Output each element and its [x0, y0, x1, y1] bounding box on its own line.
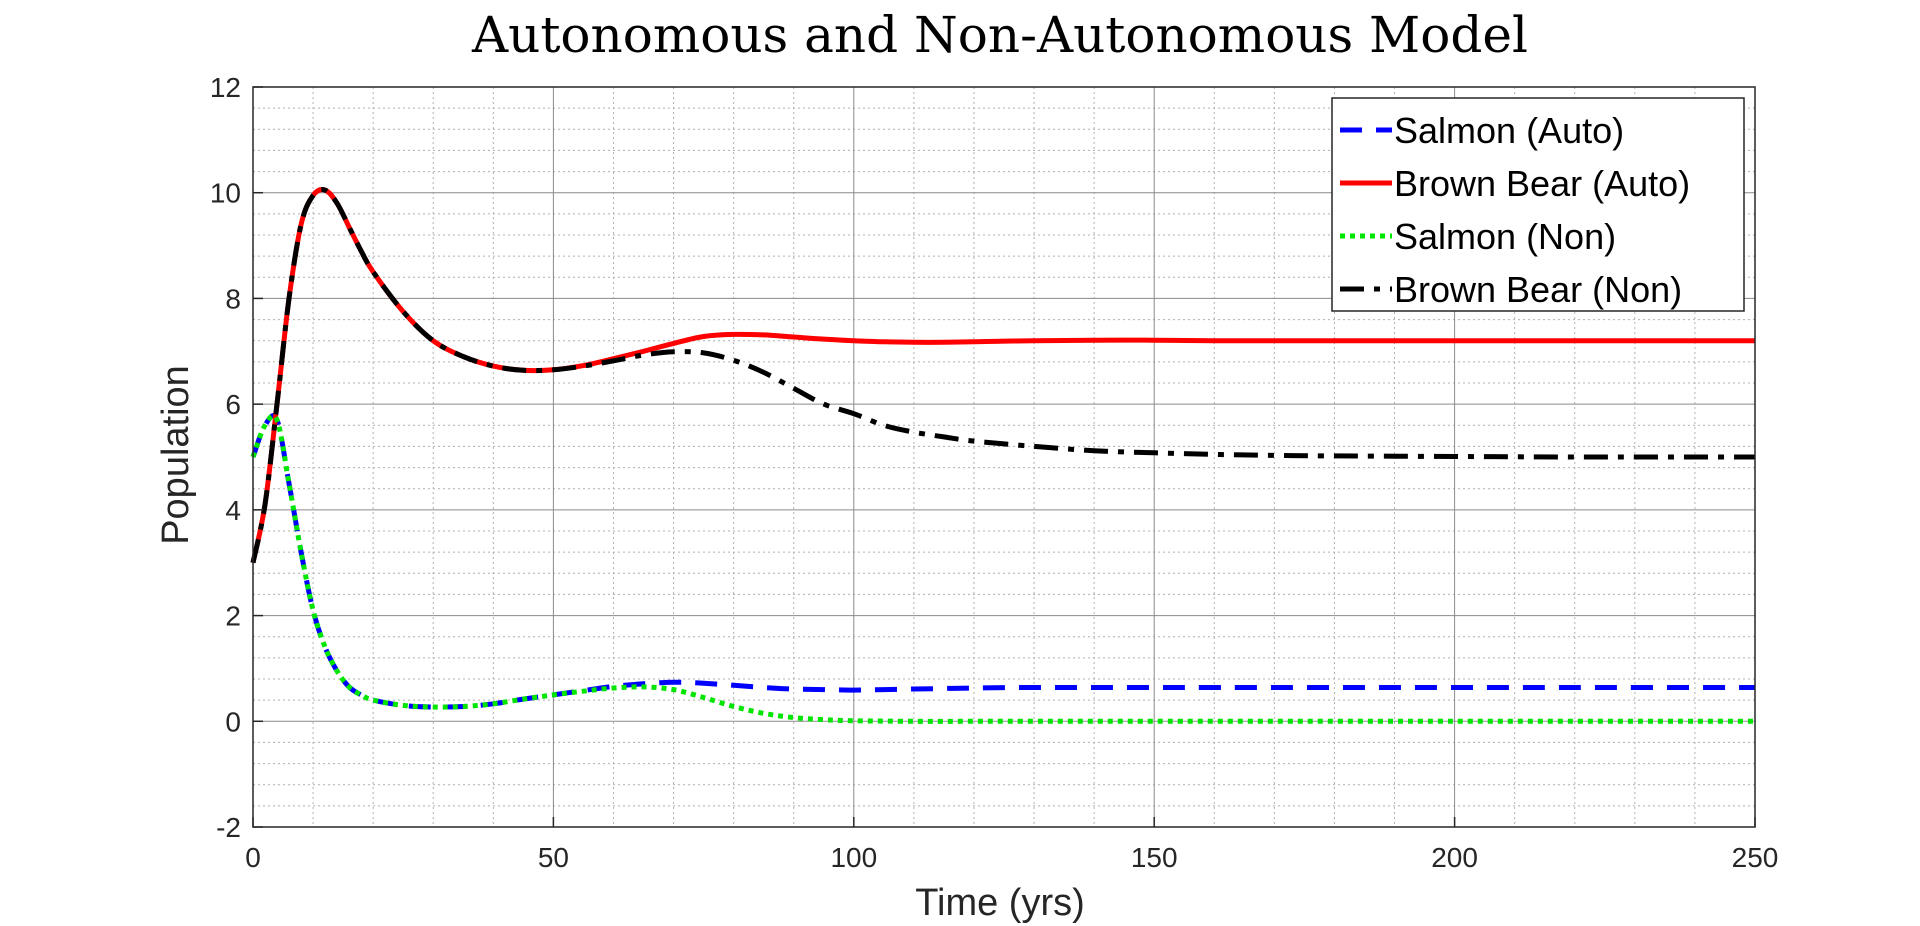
legend-box [1331, 97, 1745, 312]
x-tick-label: 250 [1732, 842, 1779, 873]
x-tick-label: 100 [830, 842, 877, 873]
series-line-salmon-auto [250, 413, 1755, 710]
y-tick-label: 2 [225, 601, 241, 632]
legend-label: Brown Bear (Non) [1394, 269, 1682, 310]
legend-label: Salmon (Auto) [1394, 110, 1624, 151]
y-tick-label: 10 [210, 178, 241, 209]
y-tick-label: 0 [225, 706, 241, 737]
series-layer [250, 187, 1756, 724]
y-tick-label: 6 [225, 389, 241, 420]
series-line-salmon-non [250, 413, 1755, 724]
x-tick-label: 0 [245, 842, 261, 873]
y-tick-label: 12 [210, 72, 241, 103]
plot-frame [252, 86, 1756, 828]
y-tick-label: -2 [216, 812, 241, 843]
x-tick-label: 50 [538, 842, 569, 873]
series-line-brown-bear-non [250, 187, 1756, 564]
legend: Salmon (Auto) Brown Bear (Auto) Salmon (No… [1331, 97, 1745, 312]
legend-label: Salmon (Non) [1394, 216, 1616, 257]
x-tick-label: 200 [1431, 842, 1478, 873]
x-tick-label: 150 [1131, 842, 1178, 873]
y-tick-label: 4 [225, 495, 241, 526]
chart-title: Autonomous and Non-Autonomous Model [471, 6, 1528, 64]
y-axis-label: Population [155, 365, 197, 545]
y-tick-label: 8 [225, 283, 241, 314]
x-axis-label: Time (yrs) [915, 882, 1085, 924]
legend-label: Brown Bear (Auto) [1394, 163, 1690, 204]
